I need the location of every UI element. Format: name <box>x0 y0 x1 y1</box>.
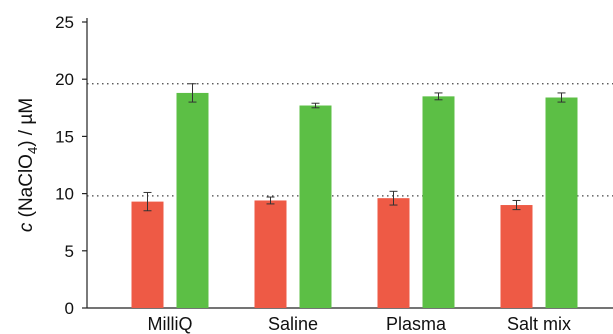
y-tick-label-1: 5 <box>65 242 74 261</box>
x-category-label-3: Salt mix <box>507 314 571 334</box>
error-bars <box>143 83 566 212</box>
x-category-label-0: MilliQ <box>148 314 193 334</box>
bar-s1-1 <box>299 105 332 309</box>
y-axis: 0 5 10 15 20 25 <box>55 13 88 318</box>
bar-s1-2 <box>422 96 455 308</box>
bar-s0-3 <box>500 205 533 308</box>
y-axis-title: c (NaClO4) / µM <box>16 98 40 232</box>
y-tick-label-3: 15 <box>55 127 74 146</box>
bars <box>131 92 578 309</box>
bar-s0-1 <box>254 200 287 308</box>
x-category-label-2: Plasma <box>386 314 447 334</box>
bar-s0-2 <box>377 198 410 308</box>
bar-s0-0 <box>131 201 164 308</box>
bar-s1-3 <box>545 97 578 308</box>
y-axis-label: c (NaClO4) / µM <box>16 98 40 232</box>
y-tick-label-0: 0 <box>65 299 74 318</box>
x-axis: MilliQ Saline Plasma Salt mix <box>87 307 613 334</box>
y-tick-label-5: 25 <box>55 13 74 32</box>
bar-s1-0 <box>176 92 209 308</box>
y-tick-label-4: 20 <box>55 70 74 89</box>
x-category-label-1: Saline <box>268 314 318 334</box>
y-tick-label-2: 10 <box>55 185 74 204</box>
reference-lines <box>87 83 613 197</box>
